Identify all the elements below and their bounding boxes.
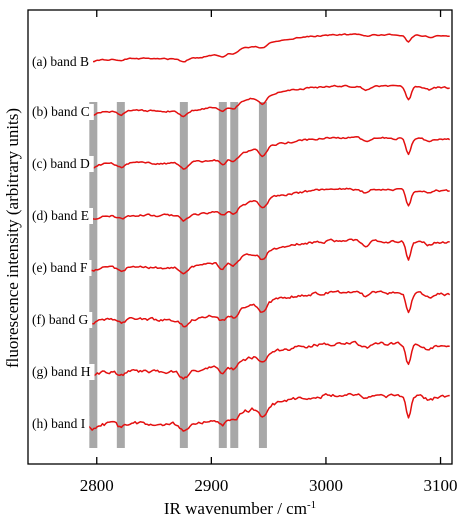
x-axis-ticks: 2800 2900 3000 3100	[80, 10, 458, 495]
trace-label: (b) band C	[32, 104, 90, 119]
spectrum-trace	[33, 84, 450, 118]
spectrum-trace	[33, 187, 450, 222]
trace-label-bg	[30, 364, 95, 380]
trace-label-bg	[30, 104, 94, 120]
y-axis-title: fluorescence intensity (arbitrary units)	[3, 108, 22, 368]
x-tick-label: 3000	[309, 476, 343, 495]
trace-label: (a) band B	[32, 54, 89, 69]
trace-labels: (a) band B (b) band C (c) band D (d) band E…	[30, 54, 95, 432]
spectrum-trace	[33, 340, 450, 380]
x-axis-title: IR wavenumber / cm-1	[164, 499, 316, 518]
trace-label-bg	[30, 312, 93, 328]
highlight-band	[179, 102, 188, 448]
highlight-band	[218, 102, 227, 448]
spectrum-trace	[33, 392, 450, 432]
highlight-band	[116, 102, 125, 448]
spectrum-trace	[33, 290, 451, 328]
trace-label: (h) band I	[32, 416, 86, 431]
highlight-band	[258, 102, 267, 448]
plot-frame	[27, 9, 453, 465]
trace-label-bg	[30, 260, 92, 276]
trace-label-bg	[30, 208, 93, 224]
x-tick-label: 3100	[424, 476, 458, 495]
highlight-band	[230, 102, 239, 448]
trace-label: (e) band F	[32, 260, 88, 275]
highlight-band	[89, 102, 98, 448]
trace-label-bg	[30, 54, 93, 70]
x-tick-label: 2800	[80, 476, 114, 495]
trace-label: (c) band D	[32, 156, 90, 171]
spectrum-trace	[33, 33, 450, 63]
trace-label: (d) band E	[32, 208, 89, 223]
x-tick-label: 2900	[194, 476, 228, 495]
spectrum-trace	[33, 135, 451, 170]
trace-label-bg	[30, 416, 90, 432]
trace-label: (f) band G	[32, 312, 88, 327]
highlight-bands	[89, 102, 267, 448]
spectra-traces	[33, 33, 451, 432]
trace-label: (g) band H	[32, 364, 91, 379]
trace-label-bg	[30, 156, 94, 172]
spectrum-trace	[33, 238, 450, 275]
